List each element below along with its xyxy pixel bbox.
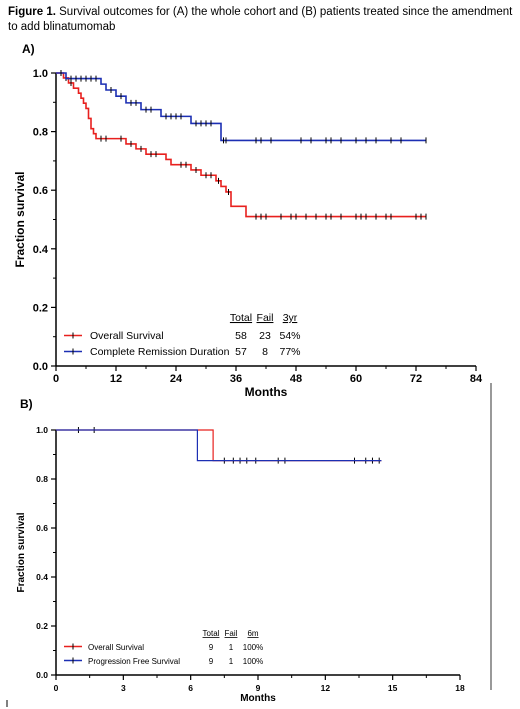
legend-label: Overall Survival xyxy=(88,643,144,652)
y-tick-label: 0.4 xyxy=(33,244,49,256)
x-tick-label: 12 xyxy=(110,373,122,385)
series-progression-free-survival xyxy=(56,429,382,462)
legend-label: Overall Survival xyxy=(90,330,164,342)
table-cell: 9 xyxy=(209,643,214,652)
table-cell: 23 xyxy=(259,330,271,342)
legend-label: Progression Free Survival xyxy=(88,657,180,666)
figure-caption-text: Survival outcomes for (A) the whole coho… xyxy=(8,6,513,33)
figure-label: Figure 1. xyxy=(8,6,56,18)
survival-curve xyxy=(56,72,426,142)
x-tick-label: 9 xyxy=(256,683,261,693)
table-header: Fail xyxy=(257,312,274,324)
x-tick-label: 84 xyxy=(470,373,483,385)
table-cell: 54% xyxy=(279,330,300,342)
series-complete-remission-duration xyxy=(56,70,427,144)
legend-label: Complete Remission Duration xyxy=(90,346,230,358)
x-tick-label: 18 xyxy=(455,683,465,693)
x-tick-label: 12 xyxy=(321,683,331,693)
table-header: 3yr xyxy=(283,312,298,324)
x-tick-label: 0 xyxy=(53,373,59,385)
table-cell: 57 xyxy=(235,346,247,358)
panel-label: B) xyxy=(20,397,33,411)
legend-table: Total Fail 3yr Overall Survival 58 23 54% Compl… xyxy=(64,312,301,358)
table-cell: 1 xyxy=(229,643,234,652)
table-cell: 8 xyxy=(262,346,268,358)
y-tick-label: 0.8 xyxy=(36,474,48,484)
y-tick-label: 0.6 xyxy=(36,523,48,533)
x-tick-label: 60 xyxy=(350,373,362,385)
series-overall-survival xyxy=(56,427,382,464)
y-tick-label: 0.0 xyxy=(33,361,48,373)
table-header: Total xyxy=(230,312,252,324)
chart-panel-a: A) 0 12 24 36 48 60 72 84 0.0 0.2 0.4 0.6 0.8 1.0 Month… xyxy=(13,42,483,399)
y-tick-label: 1.0 xyxy=(36,425,48,435)
figure-caption: Figure 1. Survival outcomes for (A) the … xyxy=(8,5,513,35)
survival-curve xyxy=(56,72,426,218)
y-tick-label: 0.8 xyxy=(33,127,48,139)
survival-curve xyxy=(56,429,382,462)
series-overall-survival xyxy=(56,72,427,220)
table-cell: 100% xyxy=(243,657,263,666)
table-cell: 1 xyxy=(229,657,234,666)
y-tick-label: 0.2 xyxy=(33,302,48,314)
y-axis-label: Fraction survival xyxy=(16,512,27,592)
x-tick-label: 36 xyxy=(230,373,242,385)
y-tick-label: 0.2 xyxy=(36,621,48,631)
table-cell: 58 xyxy=(235,330,247,342)
x-tick-label: 15 xyxy=(388,683,398,693)
chart-panel-b: B) 0 3 6 9 12 15 18 0.0 0.2 0.4 0.6 0.8 1.0 Months Frac… xyxy=(16,397,465,704)
x-tick-label: 72 xyxy=(410,373,422,385)
survival-curve xyxy=(56,429,382,462)
y-axis-label: Fraction survival xyxy=(13,171,27,267)
table-cell: 77% xyxy=(279,346,300,358)
table-cell: 100% xyxy=(243,643,263,652)
table-header: Total xyxy=(203,629,220,638)
y-tick-label: 0.6 xyxy=(33,185,48,197)
legend-table: Total Fail 6m Overall Survival 9 1 100% Progres… xyxy=(64,629,263,666)
x-axis-label: Months xyxy=(245,385,288,399)
y-tick-label: 1.0 xyxy=(33,68,48,80)
table-header: Fail xyxy=(225,629,238,638)
x-tick-label: 24 xyxy=(170,373,183,385)
y-tick-label: 0.4 xyxy=(36,572,48,582)
x-tick-label: 6 xyxy=(188,683,193,693)
table-cell: 9 xyxy=(209,657,214,666)
y-tick-label: 0.0 xyxy=(36,670,48,680)
panel-label: A) xyxy=(22,42,35,56)
x-tick-label: 0 xyxy=(54,683,59,693)
x-tick-label: 3 xyxy=(121,683,126,693)
x-tick-label: 48 xyxy=(290,373,302,385)
x-axis-label: Months xyxy=(240,693,276,704)
table-header: 6m xyxy=(247,629,258,638)
